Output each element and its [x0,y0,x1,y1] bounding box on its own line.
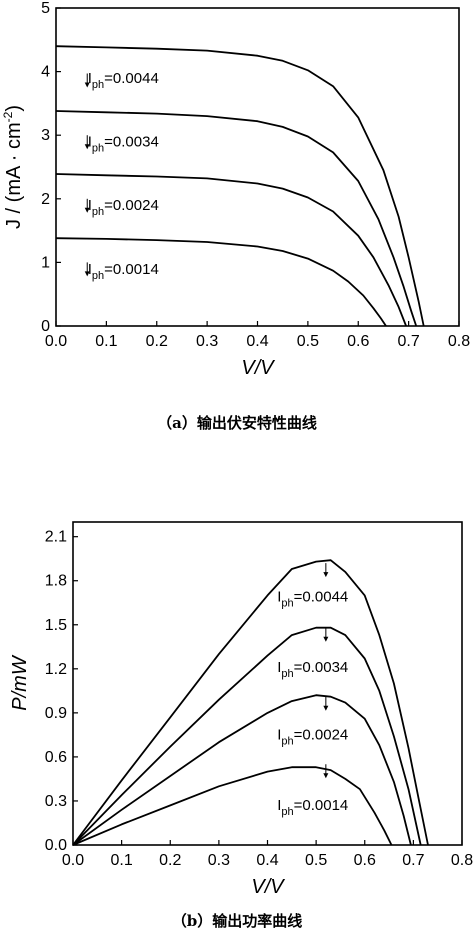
series-label: Iph=0.0044 [277,588,348,609]
x-tick-label: 0.8 [448,333,470,350]
series-line [55,173,407,327]
series-label-value: =0.0044 [104,70,159,87]
x-tick-label: 0.0 [45,333,67,350]
series-label-symbol: I [277,726,281,743]
plot-frame [72,521,463,846]
series-line [72,626,422,846]
x-tick-label: 0.5 [297,333,319,350]
series-label-value: =0.0024 [104,197,159,214]
y-tick-label: 1 [41,254,50,271]
series-label-value: =0.0034 [104,134,159,151]
series-label-subscript: ph [92,270,104,282]
y-tick-label: 0.0 [45,837,67,854]
x-tick-label: 0.3 [208,852,230,869]
series-label-arrowhead [323,572,329,578]
series-label-symbol: I [277,659,281,676]
x-tick-label: 0.4 [246,333,268,350]
iv-curve-chart: 0.0 0.1 0.2 0.3 0.4 0.5 0.6 0.7 0.8 0 1 2 3 4 5 V/V J / … [1,0,470,379]
series-label-subscript: ph [281,806,293,818]
series-line [72,559,429,846]
y-tick-label: 1.2 [45,661,67,678]
x-tick-label: 0.2 [146,333,168,350]
y-tick-label: 0.9 [45,705,67,722]
series-label-arrowhead [84,82,90,88]
series-label-value: =0.0014 [104,261,159,278]
x-tick-label: 0.6 [347,333,369,350]
y-tick-label: 2 [41,191,50,208]
series-label-symbol: I [88,70,92,87]
y-tick-label: 0 [41,318,50,335]
x-tick-label: 0.7 [398,333,420,350]
series-label-subscript: ph [281,735,293,747]
series-label-symbol: I [277,588,281,605]
series-label: Iph=0.0024 [277,726,348,747]
series-label-arrowhead [84,144,90,150]
series-label: Iph=0.0014 [277,797,348,818]
series-label-symbol: I [88,134,92,151]
series-line [72,694,412,846]
series-label-arrowhead [323,705,329,711]
series-label-value: =0.0024 [294,726,349,743]
x-tick-label: 0.4 [256,852,278,869]
x-tick-label: 0.0 [62,852,84,869]
series-label-value: =0.0044 [294,588,349,605]
y-tick-label: 5 [41,0,50,17]
series-label-arrowhead [323,773,329,779]
series-label-subscript: ph [92,206,104,218]
series-label: Iph=0.0044 [88,70,159,91]
y-axis-label: J / (mA · cm-2) [1,105,25,229]
x-tick-label: 0.3 [196,333,218,350]
y-tick-label: 0.3 [45,793,67,810]
y-axis-label: P/mW [9,654,31,711]
power-curve-caption: （b）输出功率曲线 [171,912,303,930]
series-label-arrowhead [323,636,329,642]
series-label: Iph=0.0034 [88,134,159,155]
x-tick-label: 0.1 [111,852,133,869]
series-line [72,766,393,846]
x-axis-label: V/V [251,876,285,898]
y-tick-label: 4 [41,64,50,81]
power-curve-chart: 0.0 0.1 0.2 0.3 0.4 0.5 0.6 0.7 0.8 0.0 0.3 0.6 0.9 1… [9,521,473,898]
series-label: Iph=0.0034 [277,659,348,680]
iv-curve-panel: 0.0 0.1 0.2 0.3 0.4 0.5 0.6 0.7 0.8 0 1 2 3 4 5 V/V J / … [1,0,470,432]
x-tick-label: 0.7 [402,852,424,869]
x-tick-label: 0.5 [305,852,327,869]
series-line [55,45,425,327]
series-label: Iph=0.0024 [88,197,159,218]
series-label-value: =0.0014 [294,797,349,814]
series-label-subscript: ph [281,597,293,609]
y-axis-label-close: ) [3,105,25,112]
series-label: Iph=0.0014 [88,261,159,282]
series-line [55,110,418,327]
y-axis-label-main: J / (mA · cm [3,122,25,229]
series-label-symbol: I [88,197,92,214]
series-label-symbol: I [277,797,281,814]
y-axis-label-exponent: -2 [1,111,15,122]
y-tick-label: 2.1 [45,529,67,546]
series-label-arrowhead [84,207,90,213]
y-tick-label: 3 [41,127,50,144]
power-curve-panel: 0.0 0.1 0.2 0.3 0.4 0.5 0.6 0.7 0.8 0.0 0.3 0.6 0.9 1… [0,470,474,930]
series-line [55,237,387,327]
series-label-subscript: ph [281,668,293,680]
iv-curve-caption: （a）输出伏安特性曲线 [157,414,317,432]
series-label-value: =0.0034 [294,659,349,676]
series-label-symbol: I [88,261,92,278]
series-label-subscript: ph [92,143,104,155]
y-tick-label: 1.5 [45,617,67,634]
x-tick-label: 0.1 [95,333,117,350]
x-axis-label: V/V [241,357,275,379]
series-label-arrowhead [84,271,90,277]
y-tick-label: 0.6 [45,749,67,766]
x-tick-label: 0.2 [159,852,181,869]
series-label-subscript: ph [92,79,104,91]
x-tick-label: 0.6 [354,852,376,869]
x-tick-label: 0.8 [451,852,473,869]
y-tick-label: 1.8 [45,573,67,590]
